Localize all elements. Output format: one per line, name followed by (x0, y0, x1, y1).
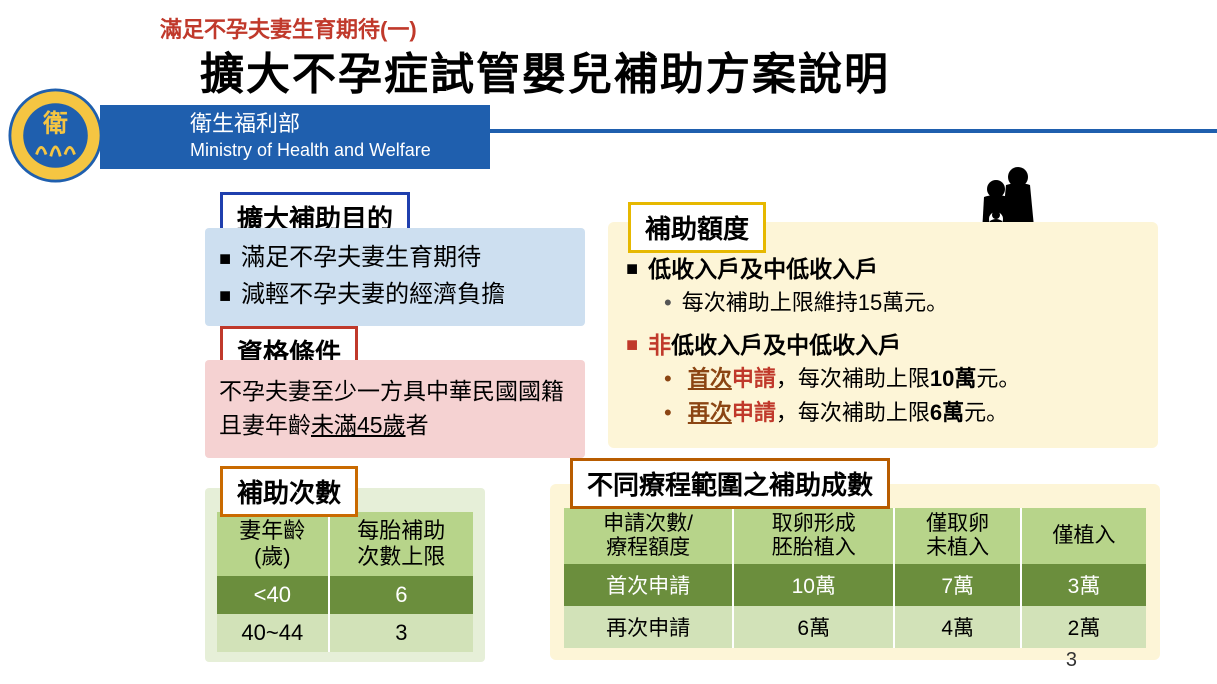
course-col: 申請次數/ 療程額度 (564, 508, 733, 564)
amount-again-rest: ，每次補助上限 (776, 400, 930, 425)
purpose-item: 滿足不孕夫妻生育期待 (219, 240, 571, 277)
amount-again-amt: 6萬 (930, 400, 964, 425)
course-cell: 4萬 (894, 606, 1021, 648)
course-cell: 10萬 (733, 564, 894, 606)
agency-name-zh: 衛生福利部 (190, 111, 450, 137)
amount-first-end: 元。 (976, 366, 1020, 391)
times-cell: 6 (329, 576, 473, 614)
page-number: 3 (1066, 649, 1077, 672)
amount-group2-prefix: 非 (648, 332, 671, 358)
course-cell: 6萬 (733, 606, 894, 648)
course-col: 僅植入 (1021, 508, 1146, 564)
header-line (490, 129, 1217, 133)
amount-first-rest0: 申請 (732, 366, 776, 391)
amount-group2-title: 低收入戶及中低收入戶 (671, 332, 901, 358)
course-cell: 3萬 (1021, 564, 1146, 606)
course-col: 僅取卵 未植入 (894, 508, 1021, 564)
agency-logo-icon: 衛 (8, 88, 103, 183)
table-row: 再次申請 6萬 4萬 2萬 (564, 606, 1146, 648)
eligibility-box: 不孕夫妻至少一方具中華民國國籍且妻年齡未滿45歲者 (205, 360, 585, 458)
amount-label: 補助額度 (628, 202, 766, 253)
amount-first-u: 首次 (688, 366, 732, 391)
times-cell: 40~44 (217, 614, 329, 652)
header-bar: 衛生福利部 Ministry of Health and Welfare (100, 105, 1217, 125)
table-row: 首次申請 10萬 7萬 3萬 (564, 564, 1146, 606)
svg-text:衛: 衛 (42, 110, 68, 138)
amount-group1-detail: 每次補助上限維持15萬元。 (664, 286, 1140, 320)
eligibility-underline: 未滿45歲 (311, 412, 406, 438)
amount-again-end: 元。 (964, 400, 1008, 425)
course-col: 取卵形成 胚胎植入 (733, 508, 894, 564)
amount-group1-title: 低收入戶及中低收入戶 (648, 252, 878, 286)
times-col: 妻年齡 (歲) (217, 512, 329, 576)
table-row: 40~44 3 (217, 614, 473, 652)
amount-first-rest: ，每次補助上限 (776, 366, 930, 391)
purpose-box: 滿足不孕夫妻生育期待 減輕不孕夫妻的經濟負擔 (205, 228, 585, 326)
course-cell: 首次申請 (564, 564, 733, 606)
amount-box: ■低收入戶及中低收入戶 每次補助上限維持15萬元。 ■非低收入戶及中低收入戶 首… (608, 222, 1158, 448)
amount-again-rest0: 申請 (732, 400, 776, 425)
amount-first-amt: 10萬 (930, 366, 976, 391)
course-box: 申請次數/ 療程額度 取卵形成 胚胎植入 僅取卵 未植入 僅植入 首次申請 10… (550, 484, 1160, 660)
course-cell: 2萬 (1021, 606, 1146, 648)
table-row: <40 6 (217, 576, 473, 614)
agency-name-block: 衛生福利部 Ministry of Health and Welfare (100, 105, 490, 169)
times-col: 每胎補助 次數上限 (329, 512, 473, 576)
times-label: 補助次數 (220, 466, 358, 517)
amount-again-u: 再次 (688, 400, 732, 425)
times-table: 妻年齡 (歲) 每胎補助 次數上限 <40 6 40~44 3 (217, 512, 473, 652)
course-cell: 7萬 (894, 564, 1021, 606)
course-label: 不同療程範圍之補助成數 (570, 458, 890, 509)
eligibility-text-end: 者 (406, 412, 429, 438)
times-cell: <40 (217, 576, 329, 614)
slide-title: 擴大不孕症試管嬰兒補助方案說明 (200, 38, 890, 102)
times-cell: 3 (329, 614, 473, 652)
agency-name-en: Ministry of Health and Welfare (190, 137, 450, 163)
course-cell: 再次申請 (564, 606, 733, 648)
purpose-item: 減輕不孕夫妻的經濟負擔 (219, 277, 571, 314)
course-table: 申請次數/ 療程額度 取卵形成 胚胎植入 僅取卵 未植入 僅植入 首次申請 10… (564, 508, 1146, 648)
